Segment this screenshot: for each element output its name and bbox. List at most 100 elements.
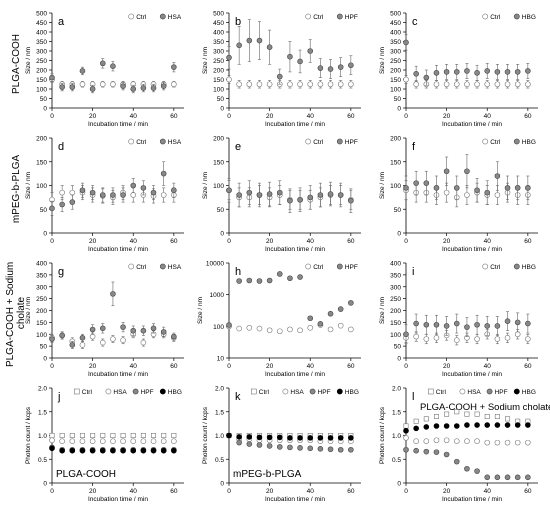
x-axis-title: Incubation time / min xyxy=(88,121,148,128)
series-ctrl xyxy=(403,329,531,346)
data-point xyxy=(348,62,354,69)
data-point xyxy=(494,439,501,446)
y-tick-label: 350 xyxy=(36,272,47,279)
y-tick-label: 250 xyxy=(390,296,401,303)
data-point xyxy=(504,335,511,341)
y-tick-label: 300 xyxy=(390,284,401,291)
chart-panel-e: 0 50 100 150 200 0 20 40 60 Incubation time / min… xyxy=(202,136,361,253)
y-axis-title: Photon count / kcps xyxy=(25,406,32,464)
y-tick-label: 1.5 xyxy=(38,409,47,416)
series-hsa xyxy=(49,437,177,445)
data-point xyxy=(494,323,501,329)
y-tick-label: 200 xyxy=(390,136,401,143)
y-tick-label: 2.0 xyxy=(38,386,47,393)
data-point xyxy=(110,63,116,69)
data-point xyxy=(130,327,137,334)
data-point xyxy=(49,437,55,444)
y-tick-label: 100 xyxy=(390,183,401,190)
legend-marker xyxy=(159,13,166,20)
data-point xyxy=(69,84,76,90)
data-point xyxy=(69,438,76,445)
data-point xyxy=(423,438,430,445)
x-tick-label: 40 xyxy=(130,238,138,245)
data-point xyxy=(474,70,480,76)
y-tick-label: 150 xyxy=(213,159,224,166)
y-axis-title: Photon count / kcps xyxy=(379,406,386,464)
data-point xyxy=(110,447,116,454)
x-tick-label: 0 xyxy=(50,488,54,495)
data-point xyxy=(307,315,314,322)
legend-marker xyxy=(513,13,520,20)
x-tick-label: 0 xyxy=(50,363,54,370)
data-point xyxy=(287,81,293,88)
y-tick-label: 0 xyxy=(43,481,47,488)
y-tick-label: 100 xyxy=(36,183,47,190)
x-tick-label: 40 xyxy=(307,238,315,245)
data-point xyxy=(514,185,521,191)
legend-label: HPF xyxy=(141,389,154,396)
y-tick-label: 10 xyxy=(217,356,225,363)
legend-label: HBG xyxy=(522,139,536,146)
legend-marker xyxy=(482,13,489,20)
x-tick-label: 0 xyxy=(50,113,54,120)
data-point xyxy=(444,411,450,417)
data-point xyxy=(413,333,419,340)
data-point xyxy=(79,335,86,341)
x-tick-label: 0 xyxy=(227,113,231,120)
series-hsa xyxy=(49,281,177,349)
legend-label: Ctrl xyxy=(259,389,270,396)
data-point xyxy=(266,443,273,449)
data-point xyxy=(246,277,253,284)
legend-label: Ctrl xyxy=(136,14,147,21)
x-tick-label: 20 xyxy=(89,238,97,245)
chart-legend: HSA Ctrl xyxy=(128,138,182,146)
data-point xyxy=(256,81,263,88)
panel-letter: e xyxy=(235,141,241,153)
data-point xyxy=(287,197,293,204)
panel-letter: j xyxy=(57,391,60,403)
legend-marker xyxy=(305,263,312,270)
data-point xyxy=(433,449,440,455)
y-tick-label: 0 xyxy=(220,106,224,113)
x-tick-label: 0 xyxy=(227,238,231,245)
y-tick-label: 200 xyxy=(390,68,401,75)
data-point xyxy=(337,192,344,198)
series-hsa xyxy=(49,161,177,216)
data-point xyxy=(236,434,242,440)
data-point xyxy=(99,192,106,198)
y-tick-label: 100 xyxy=(213,87,224,94)
data-point xyxy=(484,474,491,481)
legend-marker xyxy=(486,388,493,395)
x-tick-label: 40 xyxy=(130,113,138,120)
panel-letter: d xyxy=(58,141,64,153)
data-point xyxy=(130,192,137,198)
x-axis-title: Incubation time / min xyxy=(442,246,502,253)
data-point xyxy=(130,182,137,189)
data-point xyxy=(453,423,460,429)
data-point xyxy=(226,432,232,439)
y-tick-label: 1.5 xyxy=(215,409,224,416)
y-tick-label: 0 xyxy=(43,106,47,113)
data-point xyxy=(69,432,75,438)
x-tick-label: 20 xyxy=(89,488,97,495)
data-point xyxy=(120,438,126,445)
data-point xyxy=(307,48,314,54)
data-point xyxy=(89,438,96,445)
data-point xyxy=(494,413,500,419)
data-point xyxy=(246,37,253,44)
data-point xyxy=(226,322,232,328)
chart-legend: HSA Ctrl xyxy=(128,13,182,21)
data-point xyxy=(236,192,242,198)
legend-label: HSA xyxy=(168,14,182,21)
legend-label: HSA xyxy=(168,264,182,271)
y-tick-label: 350 xyxy=(390,272,401,279)
y-tick-label: 150 xyxy=(36,159,47,166)
x-axis-title: Incubation time / min xyxy=(265,121,325,128)
y-tick-label: 0 xyxy=(43,231,47,238)
y-tick-label: 300 xyxy=(213,49,224,56)
series-hbg xyxy=(403,34,531,86)
data-point xyxy=(423,416,429,422)
data-point xyxy=(99,339,106,346)
data-point xyxy=(120,83,126,89)
